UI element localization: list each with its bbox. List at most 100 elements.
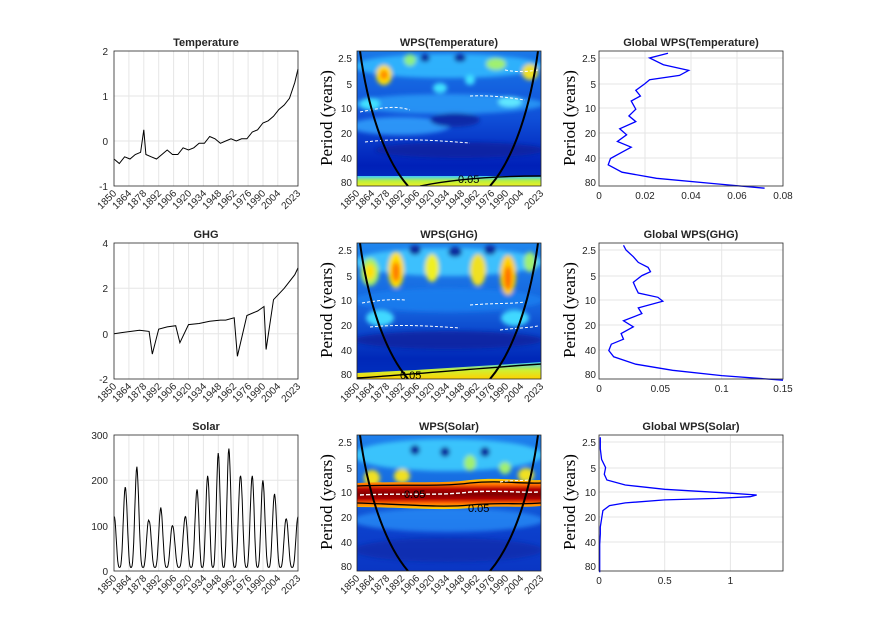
y-tick-label: 20 (585, 321, 597, 332)
ridge-line (469, 301, 526, 306)
y-tick-label: 80 (585, 562, 597, 573)
ghg-panel-title: GHG (193, 229, 218, 241)
power-blob (380, 70, 388, 80)
y-tick-label: 20 (341, 321, 353, 332)
y-tick-label: 1 (102, 92, 108, 103)
power-blob (375, 142, 541, 158)
temperature-series-line (113, 68, 299, 165)
global-spectrum-line (608, 244, 784, 381)
y-tick-label: 80 (585, 370, 597, 381)
power-blob (465, 75, 475, 85)
y-tick-label: 10 (341, 296, 353, 307)
y-tick-label: 2.5 (338, 438, 352, 449)
power-blob (425, 254, 439, 282)
solar-series-panel: Solar 300 200 100 0 1850 1864 1878 1892 … (91, 421, 303, 597)
temperature-y-ticks: 2 1 0 -1 (99, 47, 108, 193)
global-spectrum-line (607, 52, 765, 189)
y-tick-label: 10 (585, 104, 597, 115)
ghg-global-y-ticks: 2.5 5 10 20 40 80 (582, 246, 596, 381)
ghg-grid (114, 243, 298, 379)
ghg-global-x-ticks: 0 0.05 0.1 0.15 (596, 384, 793, 395)
x-tick-label: 0.02 (635, 191, 655, 202)
solar-global-box (598, 434, 784, 572)
y-tick-label: 100 (91, 522, 108, 533)
temperature-axes-box (113, 50, 299, 187)
y-tick-label: 2.5 (582, 246, 596, 257)
significant-power-band (357, 478, 541, 510)
ghg-y-ticks: 4 2 0 -2 (99, 239, 108, 386)
x-tick-label: 0.05 (651, 384, 671, 395)
power-blob (366, 310, 394, 326)
power-blob (392, 262, 400, 282)
x-tick-label: 2023 (523, 573, 547, 597)
y-tick-label: 2.5 (582, 438, 596, 449)
temperature-global-title: Global WPS(Temperature) (623, 37, 759, 49)
y-tick-label: 40 (341, 538, 353, 549)
power-blob (410, 445, 420, 455)
ridge-line (369, 324, 461, 329)
solar-global-grid (599, 435, 783, 571)
solar-x-ticks: 1850 1864 1878 1892 1906 1920 1934 1948 … (96, 573, 304, 597)
ridge-line (359, 106, 411, 113)
power-blob (501, 310, 529, 326)
temperature-global-x-ticks: 0 0.02 0.04 0.06 0.08 (596, 191, 793, 202)
solar-wavelet-box (356, 434, 542, 572)
y-axis-label: Period (years) (560, 454, 579, 550)
y-tick-label: 5 (346, 464, 352, 475)
temperature-x-ticks: 1850 1864 1878 1892 1906 1920 1934 1948 … (96, 188, 304, 212)
power-blob (430, 113, 480, 127)
power-blob (486, 58, 506, 70)
ridge-line (469, 95, 526, 101)
ghg-wavelet-y-ticks: 2.5 5 10 20 40 80 (338, 246, 352, 381)
y-tick-label: 40 (585, 346, 597, 357)
significance-label: 0.05 (468, 503, 489, 515)
x-tick-label: 0.08 (773, 191, 793, 202)
ghg-global-panel: Global WPS(GHG) Period (years) 2.5 5 10 … (560, 229, 793, 395)
solar-axes-box (113, 434, 299, 572)
y-tick-label: 5 (590, 272, 596, 283)
x-tick-label: 0.04 (681, 191, 701, 202)
y-axis-label: Period (years) (560, 70, 579, 166)
ghg-series-panel: GHG 4 2 0 -2 1850 1864 1878 1892 1906 19… (96, 229, 304, 405)
x-tick-label: 2023 (523, 381, 547, 405)
power-blob (454, 54, 466, 62)
significance-label: 0.05 (404, 489, 425, 501)
temperature-global-box (598, 50, 784, 187)
power-blob (498, 97, 522, 107)
global-spectrum-line (599, 437, 757, 573)
ghg-wavelet-panel: WPS(GHG) (317, 229, 546, 405)
y-tick-label: 20 (341, 513, 353, 524)
solar-wavelet-panel: WPS(Solar) 0.05 0.05 (317, 421, 546, 597)
power-blob (504, 266, 512, 290)
y-tick-label: 10 (585, 488, 597, 499)
y-axis-label: Period (years) (560, 262, 579, 358)
temperature-wavelet-panel: WPS(Temperature) (317, 37, 546, 212)
y-tick-label: 4 (102, 239, 108, 250)
solar-y-ticks: 300 200 100 0 (91, 431, 108, 578)
power-blob (357, 538, 541, 562)
ghg-wavelet-heatmap (357, 243, 541, 379)
ghg-axes-box (113, 242, 299, 380)
power-blob (464, 455, 476, 471)
y-axis-label: Period (years) (317, 454, 336, 550)
y-tick-label: 0 (102, 330, 108, 341)
x-tick-label: 0 (596, 191, 602, 202)
temperature-global-y-ticks: 2.5 5 10 20 40 80 (582, 54, 596, 189)
ghg-axes-bg (114, 243, 298, 379)
significance-label: 0.05 (400, 370, 421, 382)
ridge-line (364, 139, 471, 144)
y-tick-label: 80 (341, 178, 353, 189)
temperature-series-panel: Temperature 2 1 0 -1 1850 1864 1878 1892… (96, 37, 304, 212)
ghg-series-line (113, 267, 299, 357)
power-blob (404, 54, 416, 66)
power-blobs (357, 439, 541, 562)
temperature-grid (114, 51, 298, 186)
ghg-global-box (598, 242, 784, 380)
y-tick-label: 2.5 (582, 54, 596, 65)
y-tick-label: 40 (341, 154, 353, 165)
solar-series-line (113, 448, 299, 568)
ridge-line (499, 325, 539, 331)
y-tick-label: 10 (341, 104, 353, 115)
y-tick-label: -1 (99, 182, 108, 193)
